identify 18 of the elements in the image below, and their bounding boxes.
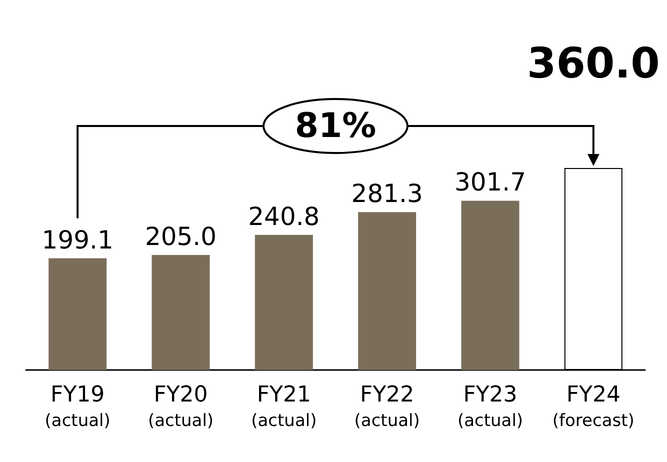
x-tick-label: FY24 (forecast) bbox=[552, 382, 634, 431]
data-label: 205.0 bbox=[144, 222, 217, 251]
text: 81% bbox=[294, 106, 376, 146]
bar bbox=[461, 200, 520, 370]
bar bbox=[254, 234, 313, 370]
data-label: 301.7 bbox=[454, 168, 526, 197]
data-label: 240.8 bbox=[248, 202, 320, 231]
data-label: 360.0 bbox=[526, 38, 660, 88]
data-label: 281.3 bbox=[351, 179, 423, 208]
x-tick-label: FY22 (actual) bbox=[354, 382, 420, 431]
x-tick-label: FY20 (actual) bbox=[148, 382, 214, 431]
bar bbox=[48, 258, 107, 370]
x-tick-label: FY23 (actual) bbox=[457, 382, 524, 431]
x-tick-label: FY21 (actual) bbox=[251, 382, 317, 431]
bar bbox=[358, 212, 416, 370]
data-label: 199.1 bbox=[42, 225, 114, 254]
x-tick-label: FY19 (actual) bbox=[44, 382, 110, 431]
bar bbox=[152, 254, 210, 370]
